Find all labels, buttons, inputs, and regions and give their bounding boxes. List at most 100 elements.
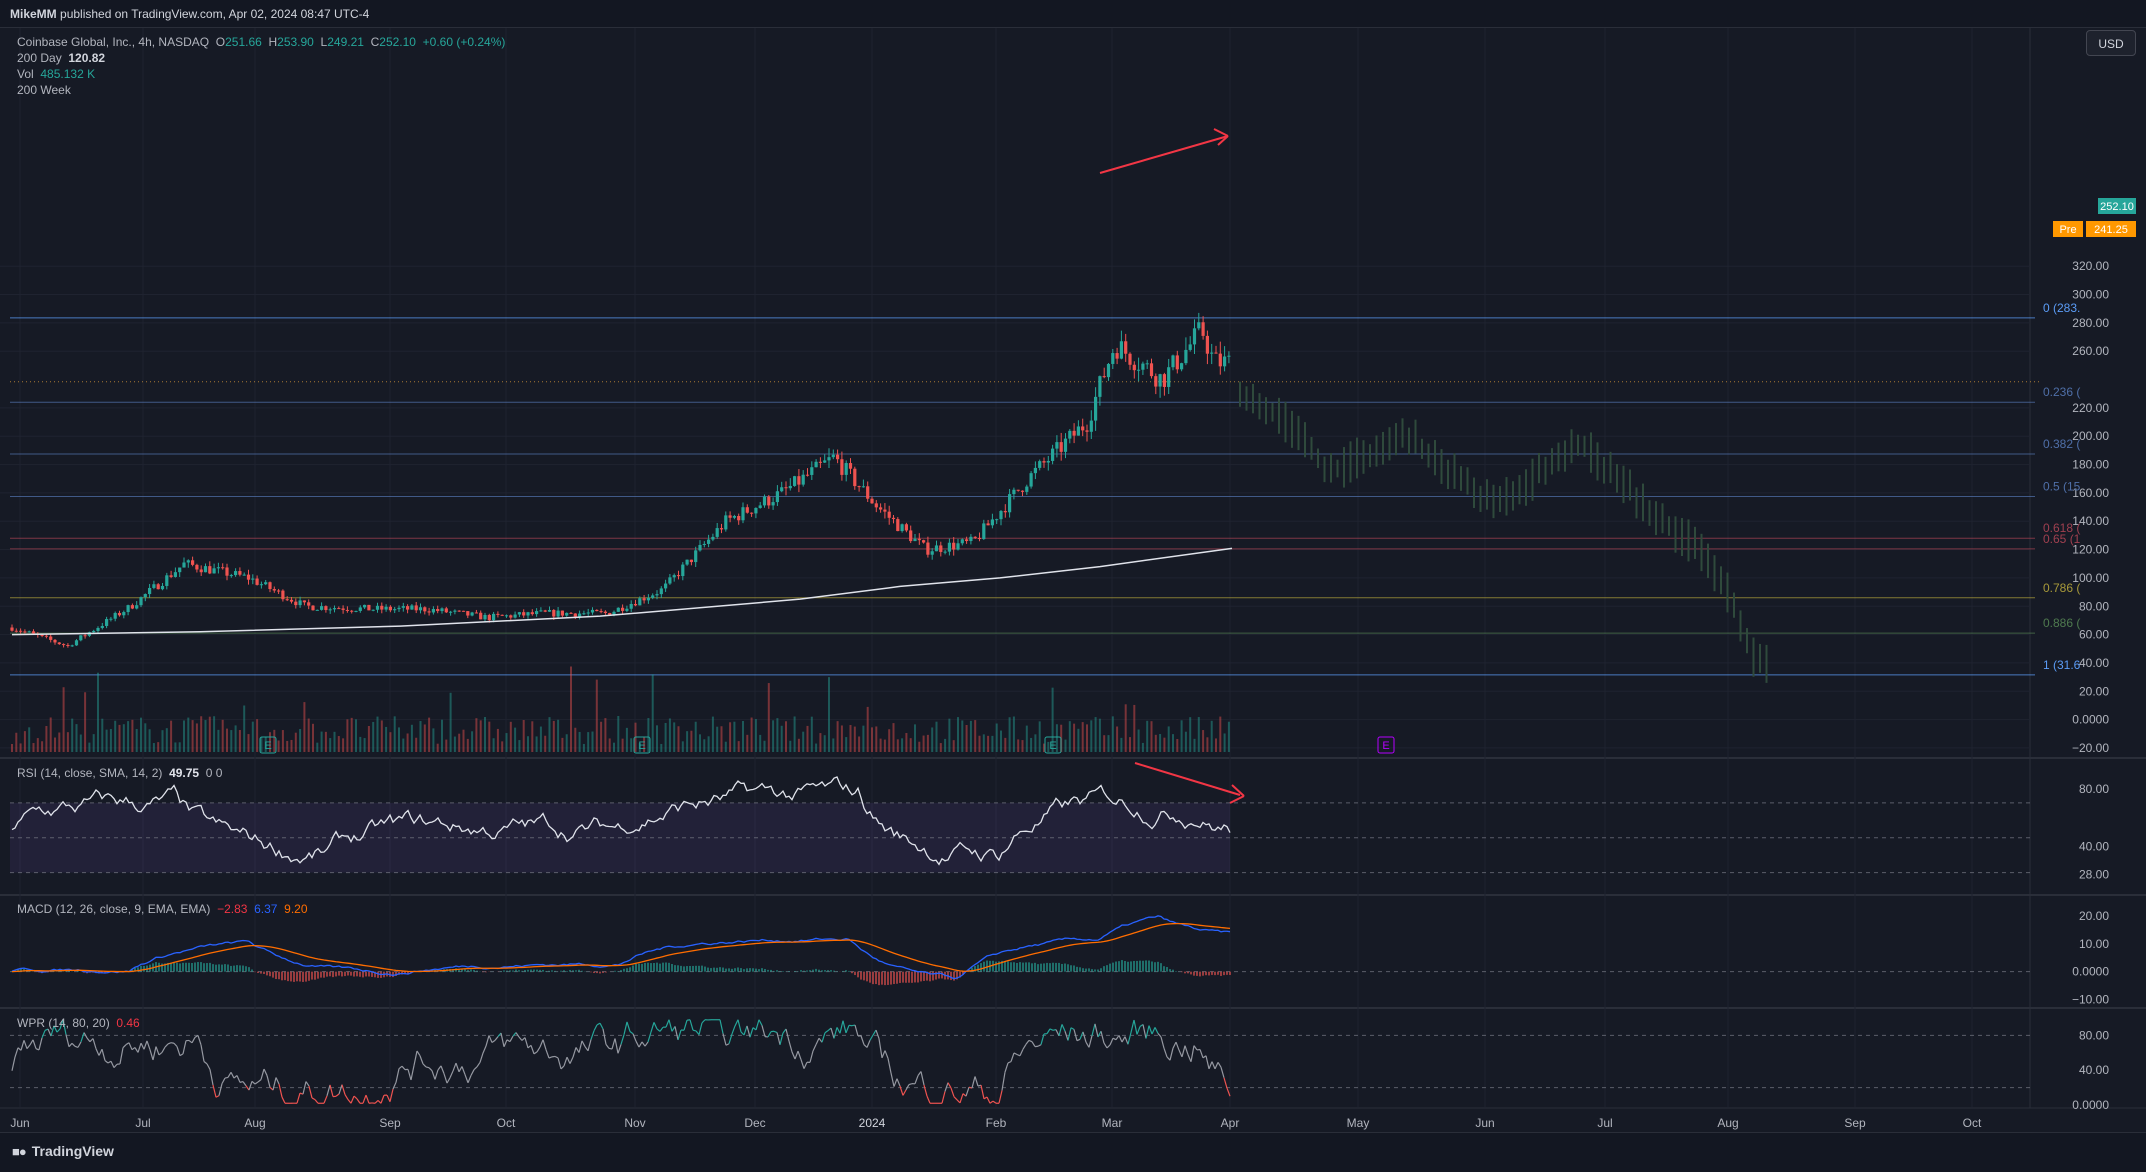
wpr-line-segment: [1109, 1037, 1114, 1046]
macd-legend-label[interactable]: MACD (12, 26, close, 9, EMA, EMA): [17, 902, 211, 916]
price-chart[interactable]: 320.00 300.00 280.00 260.00 220.00 200.00 180.…: [0, 28, 2146, 1132]
ma-label[interactable]: 200 Day: [17, 51, 62, 65]
volume-bar: [978, 735, 981, 752]
wpr-line-segment: [776, 1032, 781, 1045]
wpr-line-segment: [869, 1034, 874, 1041]
volume-bar: [823, 735, 826, 752]
wpr-line-segment: [32, 1039, 37, 1049]
volume-bar: [441, 719, 443, 752]
wpr-line-segment: [650, 1022, 655, 1033]
candle-body: [797, 476, 801, 485]
vol-label[interactable]: Vol: [17, 67, 34, 81]
volume-bar: [359, 736, 362, 752]
wpr-line-segment: [722, 1033, 727, 1046]
volume-bar: [982, 734, 985, 752]
volume-bar: [243, 705, 246, 752]
change-value: +0.60 (+0.24%): [422, 35, 506, 49]
candle-body: [332, 608, 337, 610]
price-tick-label: 140.00: [2072, 514, 2109, 528]
macd-signal-value: 9.20: [284, 902, 308, 916]
rsi-legend-label[interactable]: RSI (14, close, SMA, 14, 2): [17, 766, 163, 780]
volume-bar: [1206, 737, 1209, 752]
wpr-line-segment: [206, 1063, 211, 1070]
wpr-line-segment: [626, 1021, 631, 1032]
wpr-line-segment: [20, 1040, 25, 1051]
volume-bar: [656, 725, 658, 752]
wpr-line-segment: [533, 1051, 538, 1055]
wpr-line-segment: [452, 1062, 457, 1072]
volume-bar: [213, 716, 216, 752]
candle-body: [148, 587, 152, 595]
volume-bar: [1146, 720, 1149, 752]
volume-bar: [630, 738, 633, 752]
wpr-line-segment: [356, 1098, 361, 1104]
volume-bar: [324, 731, 327, 752]
volume-bar: [1193, 738, 1196, 752]
wpr-line-segment: [542, 1039, 547, 1050]
candle-body: [255, 578, 259, 585]
rsi-divergence-arrow: [1134, 762, 1241, 796]
tradingview-logo[interactable]: ■● TradingView: [12, 1143, 114, 1159]
currency-button[interactable]: USD: [2086, 30, 2136, 56]
wpr-line-segment: [74, 1045, 79, 1048]
volume-bar: [1086, 724, 1088, 752]
time-axis-label: May: [1347, 1116, 1370, 1130]
wpr-line-segment: [1010, 1052, 1015, 1062]
wpr-line-segment: [104, 1060, 109, 1064]
volume-bar: [415, 737, 418, 752]
rsi-value: 49.75: [169, 766, 200, 780]
candle-body: [698, 544, 702, 551]
week-ma-label[interactable]: 200 Week: [17, 83, 71, 97]
wpr-tick-label: 40.00: [2079, 1063, 2109, 1077]
wpr-line-segment: [1136, 1026, 1141, 1035]
fib-level-label: 0.236 (: [2043, 385, 2080, 399]
chart-area[interactable]: 320.00 300.00 280.00 260.00 220.00 200.00 180.…: [0, 28, 2146, 1132]
volume-bar: [965, 724, 968, 752]
volume-bar: [681, 741, 684, 752]
volume-bar: [1111, 716, 1114, 752]
candle-body: [685, 559, 689, 565]
volume-bar: [148, 729, 151, 752]
volume-bar: [1043, 743, 1045, 752]
candle-body: [277, 590, 281, 592]
wpr-line-segment: [128, 1042, 133, 1050]
volume-bar: [836, 721, 839, 752]
wpr-line-segment: [1082, 1031, 1087, 1043]
wpr-line-segment: [62, 1019, 67, 1035]
candle-body: [745, 507, 749, 513]
candle-body: [655, 594, 659, 596]
wpr-legend-label[interactable]: WPR (14, 80, 20): [17, 1016, 110, 1030]
candle-body: [225, 567, 229, 576]
candle-body: [31, 631, 36, 634]
candle-body: [479, 612, 483, 620]
symbol-name[interactable]: Coinbase Global, Inc., 4h, NASDAQ: [17, 35, 210, 49]
wpr-line-segment: [839, 1020, 844, 1034]
wpr-line-segment: [1226, 1087, 1231, 1097]
macd-line: [11, 915, 1231, 980]
wpr-line-segment: [491, 1039, 496, 1043]
wpr-line-segment: [860, 1035, 865, 1045]
wpr-line-segment: [428, 1067, 433, 1072]
wpr-line-segment: [728, 1033, 733, 1044]
high-value: 253.90: [277, 35, 314, 49]
wpr-line-segment: [449, 1070, 454, 1079]
wpr-line-segment: [788, 1040, 793, 1053]
wpr-line-segment: [563, 1056, 568, 1067]
wpr-line-segment: [83, 1032, 88, 1039]
wpr-line-segment: [1175, 1041, 1180, 1051]
volume-bar: [1141, 742, 1144, 752]
wpr-line-segment: [1130, 1019, 1135, 1033]
wpr-line-segment: [89, 1038, 94, 1043]
rsi-arrow-head: [1229, 784, 1245, 804]
candle-body: [1201, 322, 1205, 336]
close-label: C: [370, 35, 380, 49]
wpr-line-segment: [644, 1041, 649, 1047]
wpr-line-segment: [851, 1024, 856, 1027]
candle-body: [440, 608, 444, 612]
candle-body: [621, 607, 625, 611]
wpr-line-segment: [605, 1044, 610, 1049]
volume-bar: [1154, 734, 1157, 752]
candle-body: [840, 459, 844, 475]
candle-body: [169, 575, 173, 577]
candle-body: [1132, 364, 1136, 371]
